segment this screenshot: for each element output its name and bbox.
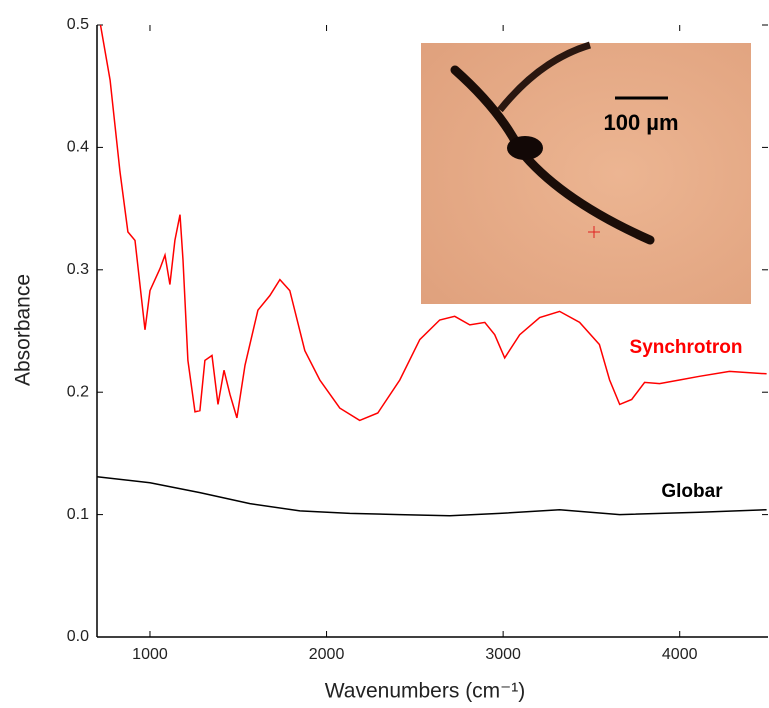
y-tick-label: 0.1 bbox=[67, 506, 89, 523]
fiber-branch bbox=[497, 41, 592, 113]
series-line bbox=[96, 475, 767, 517]
y-tick-label: 0.2 bbox=[67, 383, 89, 400]
y-tick-label: 0.0 bbox=[67, 628, 89, 645]
fiber-blob bbox=[507, 136, 543, 160]
y-tick-label: 0.4 bbox=[67, 139, 89, 156]
y-axis-label: Absorbance bbox=[12, 274, 35, 386]
annotation: Synchrotron bbox=[630, 337, 743, 358]
x-tick-label: 3000 bbox=[485, 646, 521, 663]
inset-image: 100 µm bbox=[421, 41, 751, 304]
scale-label: 100 µm bbox=[603, 110, 678, 135]
x-tick-label: 1000 bbox=[132, 646, 168, 663]
cross-marker bbox=[588, 226, 600, 238]
y-tick-label: 0.5 bbox=[67, 16, 89, 33]
series-line bbox=[99, 24, 767, 422]
x-tick-label: 2000 bbox=[309, 646, 345, 663]
y-tick-label: 0.3 bbox=[67, 261, 89, 278]
x-tick-label: 4000 bbox=[662, 646, 698, 663]
x-axis-label: Wavenumbers (cm⁻¹) bbox=[325, 680, 526, 703]
annotation: Globar bbox=[661, 481, 723, 502]
